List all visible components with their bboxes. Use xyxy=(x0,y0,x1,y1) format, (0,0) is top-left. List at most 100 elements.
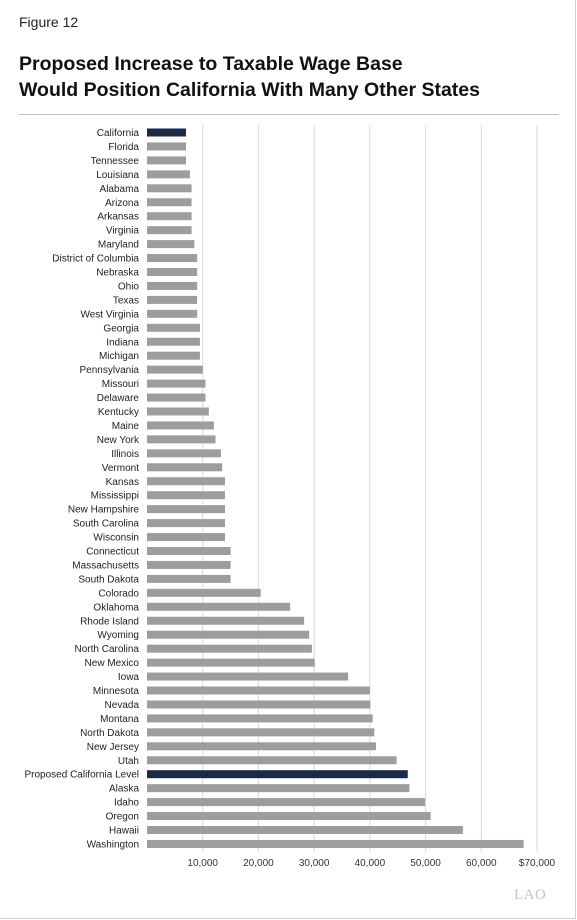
category-label: Arkansas xyxy=(97,212,139,223)
bar-south-carolina xyxy=(147,519,225,528)
category-label: Hawaii xyxy=(109,826,139,837)
category-label: Oregon xyxy=(106,812,139,823)
bar-new-jersey xyxy=(147,742,376,751)
bar-utah xyxy=(147,756,397,765)
category-label: Oklahoma xyxy=(93,602,139,613)
bar-rhode-island xyxy=(147,616,305,625)
bar-mississippi xyxy=(147,491,225,500)
bar-wyoming xyxy=(147,630,310,639)
bar-vermont xyxy=(147,463,223,472)
category-label: Virginia xyxy=(106,226,140,237)
category-label: Tennessee xyxy=(91,156,140,167)
bar-iowa xyxy=(147,672,349,681)
bar-south-dakota xyxy=(147,574,231,583)
bar-nevada xyxy=(147,700,371,709)
category-label: Arizona xyxy=(105,198,139,209)
category-label: Missouri xyxy=(102,379,139,390)
bar-pennsylvania xyxy=(147,365,203,374)
chart-title-line-2: Would Position California With Many Othe… xyxy=(19,79,480,101)
figure-label: Figure 12 xyxy=(19,14,79,30)
category-label: Connecticut xyxy=(86,547,139,558)
category-label: Illinois xyxy=(111,449,139,460)
category-label: Utah xyxy=(118,756,139,767)
category-label: North Dakota xyxy=(80,728,139,739)
bar-alaska xyxy=(147,784,410,793)
bar-georgia xyxy=(147,323,200,332)
bar-tennessee xyxy=(147,156,186,165)
bar-hawaii xyxy=(147,826,463,834)
category-label: Washington xyxy=(87,839,139,850)
x-tick-label: $70,000 xyxy=(519,858,556,869)
chart-title: Proposed Increase to Taxable Wage Base W… xyxy=(19,51,559,103)
category-label: Michigan xyxy=(99,351,139,362)
category-label: South Dakota xyxy=(78,574,139,585)
category-label: Wyoming xyxy=(97,630,139,641)
x-tick-label: 40,000 xyxy=(355,858,386,869)
bar-montana xyxy=(147,714,373,723)
category-label: District of Columbia xyxy=(52,254,139,265)
category-label: Kentucky xyxy=(98,407,139,418)
bar-north-dakota xyxy=(147,728,375,737)
category-label: Louisiana xyxy=(96,170,139,181)
category-label: Texas xyxy=(113,295,139,306)
bar-new-york xyxy=(147,435,216,444)
bar-oregon xyxy=(147,812,431,821)
bar-virginia xyxy=(147,226,192,235)
category-label: Montana xyxy=(100,714,139,725)
bar-alabama xyxy=(147,184,192,193)
bar-arizona xyxy=(147,198,192,207)
category-label: North Carolina xyxy=(75,644,140,655)
category-label: Indiana xyxy=(106,337,139,348)
bar-california xyxy=(147,128,186,137)
category-label: Maryland xyxy=(98,240,139,251)
bar-arkansas xyxy=(147,212,192,221)
category-label: Kansas xyxy=(106,477,139,488)
bar-kansas xyxy=(147,477,225,486)
bar-colorado xyxy=(147,588,261,597)
bar-washington xyxy=(147,839,524,848)
category-label: Massachusetts xyxy=(72,560,139,571)
x-tick-label: 50,000 xyxy=(410,858,441,869)
bar-north-carolina xyxy=(147,644,312,653)
lao-logo: LAO xyxy=(514,887,547,903)
category-label: South Carolina xyxy=(73,519,140,530)
bar-michigan xyxy=(147,351,200,360)
category-label: Proposed California Level xyxy=(24,770,139,781)
category-label: West Virginia xyxy=(80,309,139,320)
x-tick-label: 30,000 xyxy=(299,858,330,869)
category-label: New Jersey xyxy=(87,742,139,753)
bar-indiana xyxy=(147,337,200,346)
category-label: Georgia xyxy=(103,323,139,334)
category-label: Vermont xyxy=(102,463,139,474)
bar-district-of-columbia xyxy=(147,254,198,263)
category-label: Idaho xyxy=(114,798,139,809)
category-label: Delaware xyxy=(97,393,140,404)
bar-maryland xyxy=(147,240,195,249)
category-label: Maine xyxy=(112,421,140,432)
category-label: Wisconsin xyxy=(93,533,139,544)
bar-west-virginia xyxy=(147,309,198,318)
chart-title-line-1: Proposed Increase to Taxable Wage Base xyxy=(19,53,403,75)
bar-new-hampshire xyxy=(147,505,225,514)
bar-ohio xyxy=(147,281,198,290)
bar-louisiana xyxy=(147,170,190,179)
bar-maine xyxy=(147,421,214,430)
category-label: Rhode Island xyxy=(80,616,139,627)
bar-kentucky xyxy=(147,407,209,416)
bar-illinois xyxy=(147,449,221,458)
bar-delaware xyxy=(147,393,206,402)
title-divider xyxy=(19,114,559,115)
bar-proposed-california-level xyxy=(147,770,408,779)
category-label: Nebraska xyxy=(96,268,139,279)
category-label: Colorado xyxy=(98,588,139,599)
category-label: Minnesota xyxy=(93,686,140,697)
x-tick-label: 60,000 xyxy=(466,858,497,869)
bar-florida xyxy=(147,142,186,151)
category-label: Iowa xyxy=(118,672,140,683)
category-label: Alaska xyxy=(109,784,139,795)
bar-oklahoma xyxy=(147,602,291,611)
bar-connecticut xyxy=(147,547,231,555)
category-label: New Mexico xyxy=(85,658,140,669)
category-label: Florida xyxy=(108,142,139,153)
